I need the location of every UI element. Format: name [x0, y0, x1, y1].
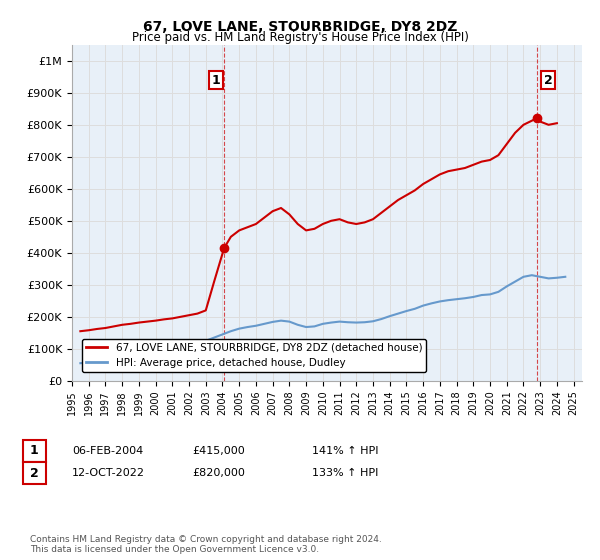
Text: Contains HM Land Registry data © Crown copyright and database right 2024.
This d: Contains HM Land Registry data © Crown c…	[30, 535, 382, 554]
Text: 2: 2	[544, 73, 553, 86]
Text: 2: 2	[30, 466, 38, 480]
Text: 1: 1	[211, 73, 220, 86]
Text: £820,000: £820,000	[192, 468, 245, 478]
Text: £415,000: £415,000	[192, 446, 245, 456]
Text: 133% ↑ HPI: 133% ↑ HPI	[312, 468, 379, 478]
Text: 67, LOVE LANE, STOURBRIDGE, DY8 2DZ: 67, LOVE LANE, STOURBRIDGE, DY8 2DZ	[143, 20, 457, 34]
Text: 12-OCT-2022: 12-OCT-2022	[72, 468, 145, 478]
Text: 06-FEB-2004: 06-FEB-2004	[72, 446, 143, 456]
Legend: 67, LOVE LANE, STOURBRIDGE, DY8 2DZ (detached house), HPI: Average price, detach: 67, LOVE LANE, STOURBRIDGE, DY8 2DZ (det…	[82, 339, 427, 372]
Text: 141% ↑ HPI: 141% ↑ HPI	[312, 446, 379, 456]
Text: 1: 1	[30, 444, 38, 458]
Text: Price paid vs. HM Land Registry's House Price Index (HPI): Price paid vs. HM Land Registry's House …	[131, 31, 469, 44]
